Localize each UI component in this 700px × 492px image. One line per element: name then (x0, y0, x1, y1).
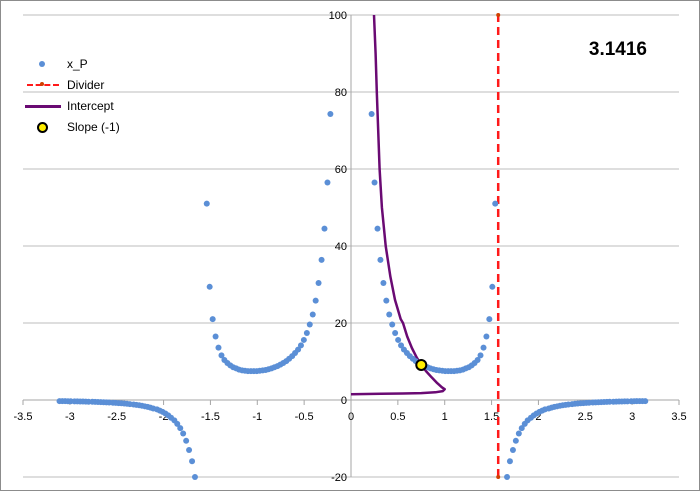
x-p-point (309, 311, 316, 318)
x-p-point (191, 474, 198, 480)
x-p-point (518, 425, 525, 432)
x-tick-label: 1 (442, 411, 448, 423)
x-p-point (315, 279, 322, 286)
x-p-point (374, 225, 381, 232)
x-p-point (371, 179, 378, 186)
x-tick-label: 0 (348, 411, 354, 423)
y-tick-label: -20 (331, 472, 347, 484)
x-tick-label: -3.5 (14, 411, 33, 423)
x-p-point (512, 437, 519, 444)
solid-line-icon (25, 100, 61, 112)
x-p-point (306, 321, 313, 328)
x-p-point (474, 356, 481, 363)
dashed-line-icon (25, 79, 61, 91)
x-p-point (297, 342, 304, 349)
x-p-point (489, 283, 496, 290)
y-tick-label: 40 (335, 241, 347, 253)
x-p-point (515, 430, 522, 437)
x-p-point (183, 437, 190, 444)
x-p-point (377, 256, 384, 263)
x-tick-label: 1.5 (484, 411, 499, 423)
x-p-point (212, 333, 219, 340)
x-tick-label: -3 (65, 411, 75, 423)
dot-marker-icon (25, 58, 61, 70)
pi-annotation: 3.1416 (588, 39, 647, 60)
legend: x_P Divider Intercept Slope (-1) (25, 53, 120, 137)
x-p-point (368, 110, 375, 117)
x-p-point (506, 458, 513, 465)
x-p-point (189, 458, 196, 465)
x-p-point (483, 333, 490, 340)
x-p-point (480, 344, 487, 351)
legend-item-slope: Slope (-1) (25, 116, 120, 137)
x-p-point (218, 352, 225, 359)
x-tick-label: 2.5 (578, 411, 593, 423)
x-tick-label: -1.5 (201, 411, 220, 423)
x-p-point (504, 474, 511, 480)
x-p-point (509, 447, 516, 454)
x-tick-label: -0.5 (295, 411, 314, 423)
x-p-point (383, 297, 390, 304)
y-tick-label: 60 (335, 164, 347, 176)
legend-item-intercept: Intercept (25, 95, 120, 116)
y-tick-label: 20 (335, 318, 347, 330)
intercept-curve (350, 14, 446, 396)
x-p-point (380, 279, 387, 286)
slope-point (415, 358, 428, 371)
legend-item-x-p: x_P (25, 53, 120, 74)
x-tick-label: 3.5 (671, 411, 686, 423)
ring-marker-icon (25, 121, 61, 133)
x-p-point (318, 256, 325, 263)
legend-label: Slope (-1) (67, 119, 120, 134)
x-p-point (203, 200, 210, 207)
x-p-point (186, 447, 193, 454)
x-p-point (389, 321, 396, 328)
x-p-point (177, 425, 184, 432)
divider-end-marker (496, 475, 501, 479)
x-p-point (300, 336, 307, 343)
legend-item-divider: Divider (25, 74, 120, 95)
legend-label: Intercept (67, 98, 114, 113)
x-p-point (209, 316, 216, 323)
y-tick-label: 0 (341, 395, 347, 407)
divider-end-marker (496, 13, 501, 17)
x-p-point (180, 430, 187, 437)
y-tick-label: 100 (329, 10, 347, 22)
x-p-point (215, 344, 222, 351)
x-p-point (324, 179, 331, 186)
x-p-point (321, 225, 328, 232)
x-p-point (327, 110, 334, 117)
x-tick-label: 0.5 (390, 411, 405, 423)
x-tick-label: -2 (159, 411, 169, 423)
x-p-point (312, 297, 319, 304)
x-p-point (486, 316, 493, 323)
x-p-point (174, 420, 181, 427)
x-p-point (398, 342, 405, 349)
x-p-point (492, 200, 499, 207)
x-p-point (206, 283, 213, 290)
x-p-point (392, 330, 399, 337)
x-p-point (386, 311, 393, 318)
x-p-point (395, 336, 402, 343)
y-tick-label: 80 (335, 87, 347, 99)
x-tick-label: -1 (252, 411, 262, 423)
legend-label: Divider (67, 77, 105, 92)
legend-label: x_P (67, 56, 88, 71)
x-tick-label: -2.5 (107, 411, 126, 423)
x-p-point (477, 352, 484, 359)
x-tick-label: 2 (535, 411, 541, 423)
x-p-point (303, 330, 310, 337)
x-p-point (295, 346, 302, 353)
x-p-point (642, 398, 649, 405)
x-tick-label: 3 (629, 411, 635, 423)
